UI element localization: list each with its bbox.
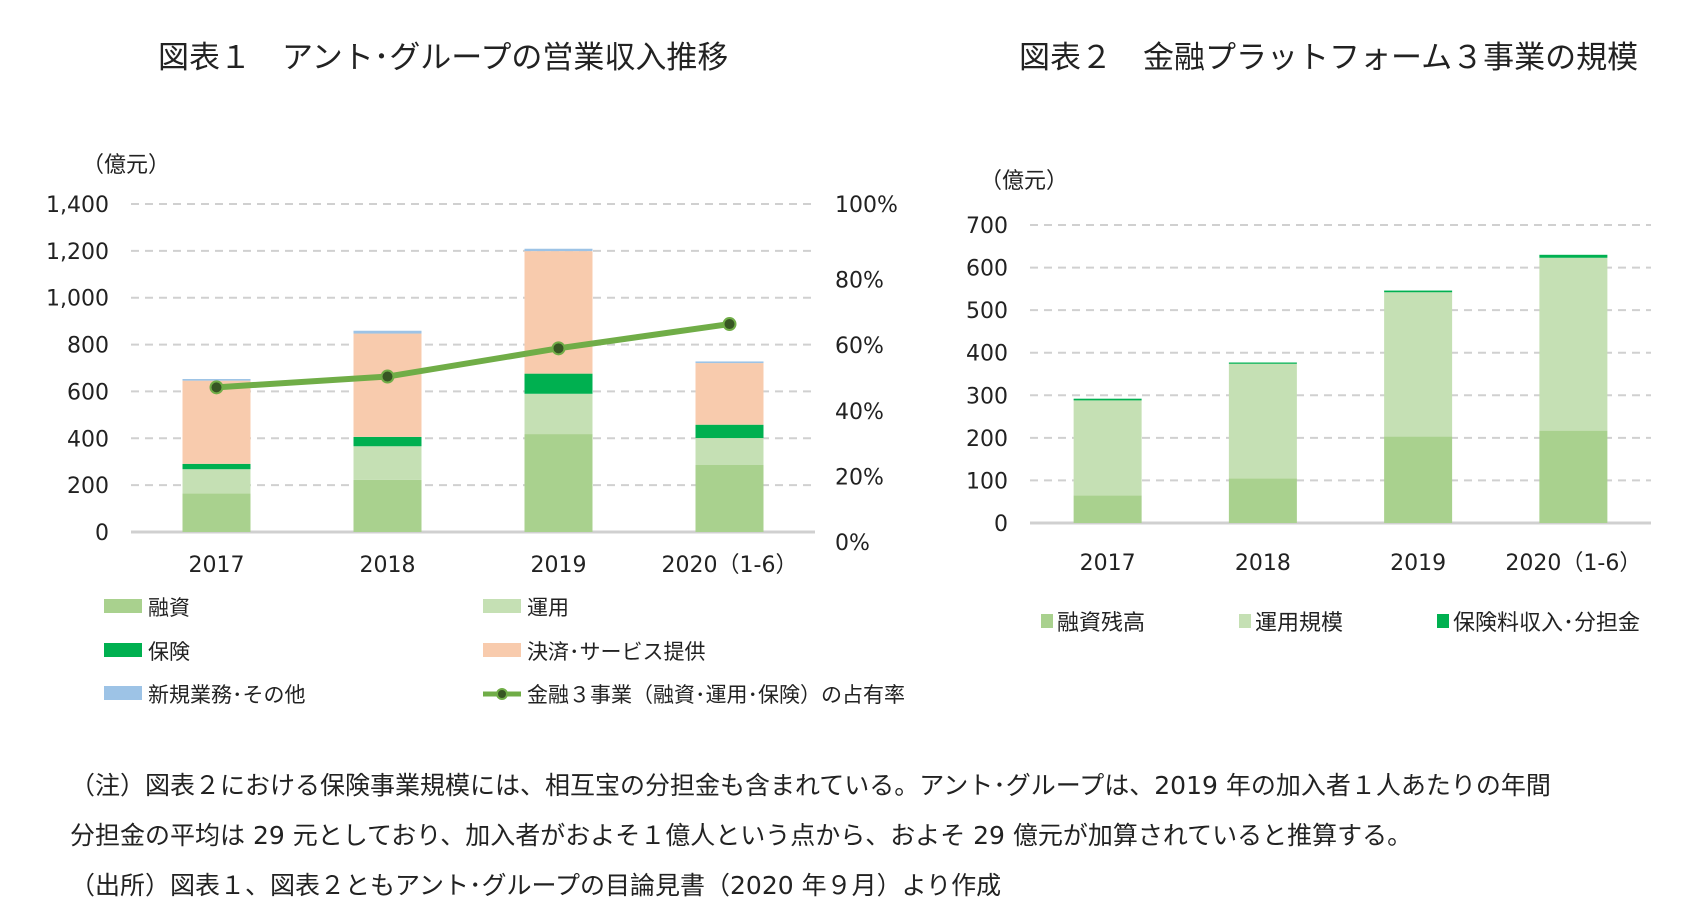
chart2-category-label: 2018	[1235, 551, 1291, 576]
chart1-category-label: 2018	[360, 553, 416, 578]
chart1-bar-0-1	[353, 479, 422, 532]
chart1-ytick-label: 400	[67, 427, 109, 452]
chart2-bar-0-0	[1073, 495, 1142, 523]
chart2-legend-label: 保険料収入･分担金	[1453, 611, 1640, 636]
chart1-legend-swatch	[104, 686, 142, 700]
chart1-share-line	[216, 321, 730, 391]
chart2-ytick-label: 700	[966, 214, 1008, 239]
chart1-legend-label: 金融３事業（融資･運用･保険）の占有率	[527, 683, 905, 707]
chart1-legend-swatch	[104, 643, 142, 657]
chart2-bar-1-1	[1228, 363, 1297, 479]
chart1-ytick-label: 800	[67, 334, 109, 359]
note-line-1: （注）図表２における保険事業規模には、相互宝の分担金も含まれている。アント･グル…	[70, 771, 1551, 800]
chart2-ytick-label: 200	[966, 427, 1008, 452]
chart1-bar-2-1	[353, 436, 422, 447]
chart2-ytick-label: 0	[994, 512, 1008, 537]
chart1-share-marker	[551, 341, 566, 356]
chart2-ytick-label: 300	[966, 384, 1008, 409]
chart2-bar-2-1	[1228, 362, 1297, 364]
chart1-legend-label: 決済･サービス提供	[527, 640, 706, 664]
chart2-legend-swatch	[1239, 614, 1251, 628]
chart1-share-marker	[209, 380, 224, 395]
chart1-legend-swatch	[483, 643, 521, 657]
chart1-share-marker	[380, 369, 395, 384]
chart1-y2tick-label: 20%	[835, 465, 884, 490]
chart1-legend-line-marker	[496, 688, 508, 700]
chart1-bar-3-1	[353, 333, 422, 437]
chart2-legend-swatch	[1041, 614, 1053, 628]
chart1-title: 図表１ アント･グループの営業収入推移	[158, 40, 729, 76]
chart2-bar-1-0	[1073, 400, 1142, 496]
chart2-bar-1-2	[1384, 292, 1453, 437]
chart1-bar-1-0	[182, 469, 251, 494]
chart1-ylabel: （億元）	[82, 153, 170, 178]
chart2-bar-2-2	[1384, 290, 1453, 293]
chart2-legend-swatch	[1437, 614, 1449, 628]
chart1-bar-4-1	[353, 330, 422, 334]
chart1-legend-label: 保険	[148, 640, 190, 664]
chart1-category-label: 2020（1-6）	[662, 553, 798, 578]
chart2-bar-2-0	[1073, 398, 1142, 401]
chart1-bar-3-0	[182, 380, 251, 464]
chart2-bar-2-3	[1539, 254, 1608, 258]
chart2-ytick-label: 500	[966, 299, 1008, 324]
chart1-legend-label: 新規業務･その他	[148, 683, 306, 707]
chart1-bar-2-3	[695, 424, 764, 439]
chart2-ylabel: （億元）	[980, 169, 1068, 194]
chart2-legend-label: 運用規模	[1255, 611, 1343, 636]
chart1-ytick-label: 1,000	[46, 287, 109, 312]
chart1-bar-3-3	[695, 363, 764, 425]
chart1-share-marker	[722, 317, 737, 332]
chart1-y2tick-label: 80%	[835, 269, 884, 294]
chart2-category-label: 2020（1-6）	[1505, 551, 1641, 576]
chart1-bar-4-3	[695, 361, 764, 364]
chart1-bar-1-2	[524, 393, 593, 435]
chart1-ytick-label: 600	[67, 380, 109, 405]
chart2-bar-0-2	[1384, 436, 1453, 523]
chart1-legend-swatch	[104, 599, 142, 613]
chart2-category-label: 2017	[1080, 551, 1136, 576]
chart1-y2tick-label: 100%	[835, 193, 898, 218]
chart1-bar-1-3	[695, 438, 764, 465]
chart1-y2tick-label: 0%	[835, 531, 870, 556]
chart1-y2tick-label: 40%	[835, 400, 884, 425]
chart1-legend-swatch	[483, 599, 521, 613]
chart1-ytick-label: 0	[95, 521, 109, 546]
chart2-category-label: 2019	[1390, 551, 1446, 576]
chart1-legend-label: 融資	[148, 596, 190, 620]
chart2-bar-0-3	[1539, 430, 1608, 523]
chart1-bar-1-1	[353, 446, 422, 480]
note-line-2: 分担金の平均は 29 元としており、加入者がおよそ１億人という点から、およそ 2…	[70, 821, 1413, 850]
chart1-ytick-label: 1,400	[46, 193, 109, 218]
chart1-bar-4-2	[524, 248, 593, 252]
chart1-bar-2-2	[524, 373, 593, 394]
chart1-bar-4-0	[182, 379, 251, 381]
chart2-legend-label: 融資残高	[1057, 611, 1145, 636]
chart1-bar-2-0	[182, 463, 251, 470]
note-line-3: （出所）図表１、図表２ともアント･グループの目論見書（2020 年９月）より作成	[70, 871, 1002, 900]
chart2-title: 図表２ 金融プラットフォーム３事業の規模	[1019, 40, 1639, 76]
chart1-category-label: 2017	[189, 553, 245, 578]
chart1-ytick-label: 1,200	[46, 240, 109, 265]
chart1-ytick-label: 200	[67, 474, 109, 499]
chart2-ytick-label: 400	[966, 342, 1008, 367]
chart2-ytick-label: 100	[966, 469, 1008, 494]
chart1-bar-0-2	[524, 434, 593, 532]
chart1-category-label: 2019	[531, 553, 587, 578]
chart1-y2tick-label: 60%	[835, 334, 884, 359]
chart1-legend-label: 運用	[527, 596, 569, 620]
chart1-bar-0-3	[695, 464, 764, 532]
chart2-bar-1-3	[1539, 257, 1608, 431]
chart2-ytick-label: 600	[966, 257, 1008, 282]
chart1-bar-0-0	[182, 493, 251, 532]
chart2-bar-0-1	[1228, 478, 1297, 523]
